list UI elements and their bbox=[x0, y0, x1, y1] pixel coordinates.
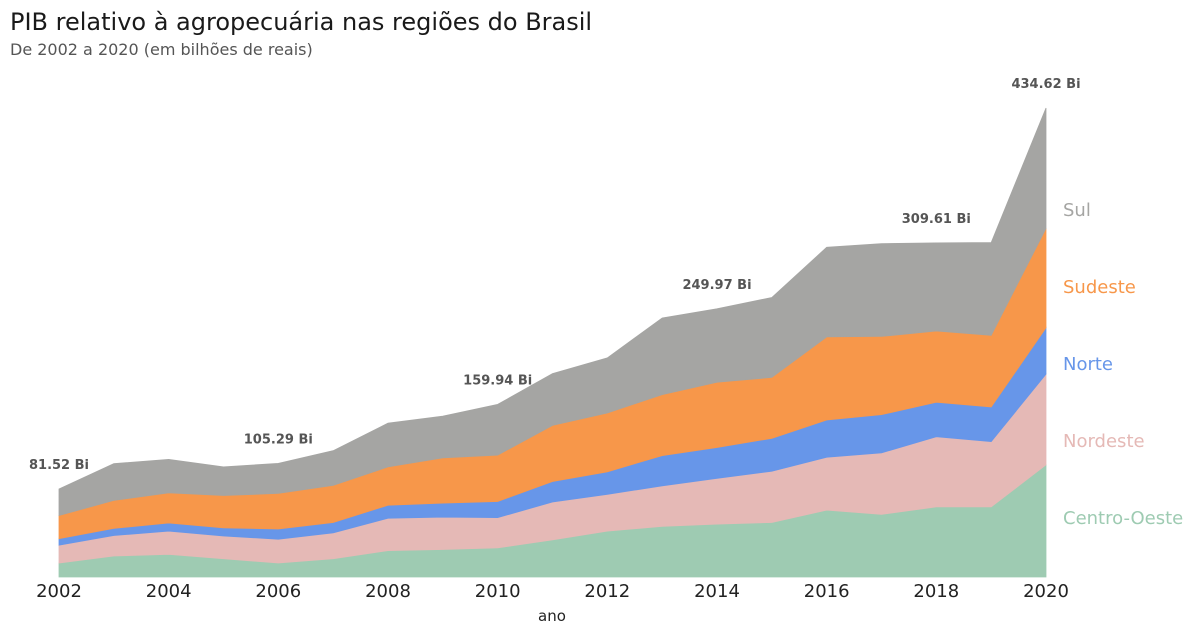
total-annotation: 81.52 Bi bbox=[29, 458, 89, 473]
series-label-sul: Sul bbox=[1063, 200, 1091, 221]
x-tick-label: 2010 bbox=[475, 581, 521, 602]
x-tick-label: 2020 bbox=[1023, 581, 1069, 602]
areas-group bbox=[58, 107, 1047, 578]
x-tick-label: 2016 bbox=[804, 581, 850, 602]
x-axis-label: ano bbox=[538, 607, 566, 625]
series-label-norte: Norte bbox=[1063, 354, 1113, 375]
total-annotation: 105.29 Bi bbox=[244, 432, 313, 447]
x-tick-label: 2014 bbox=[694, 581, 740, 602]
x-tick-label: 2012 bbox=[584, 581, 630, 602]
annotations-group: 81.52 Bi 105.29 Bi 159.94 Bi 249.97 Bi 309.6… bbox=[29, 77, 1081, 473]
area-sul bbox=[58, 107, 1047, 517]
series-label-nordeste: Nordeste bbox=[1063, 431, 1145, 452]
chart-subtitle: De 2002 a 2020 (em bilhões de reais) bbox=[10, 40, 313, 59]
x-tick-label: 2018 bbox=[913, 581, 959, 602]
chart-title: PIB relativo à agropecuária nas regiões … bbox=[10, 8, 592, 36]
total-annotation: 309.61 Bi bbox=[902, 212, 971, 227]
total-annotation: 249.97 Bi bbox=[682, 278, 751, 293]
total-annotation: 434.62 Bi bbox=[1011, 77, 1080, 92]
total-annotation: 159.94 Bi bbox=[463, 373, 532, 388]
series-label-centro-oeste: Centro-Oeste bbox=[1063, 508, 1183, 529]
x-tick-label: 2002 bbox=[36, 581, 82, 602]
series-labels-group: Centro-Oeste Nordeste Norte Sudeste Sul bbox=[1063, 200, 1183, 529]
x-axis-ticks: 2002 2004 2006 2008 2010 2012 2014 2016 2018 2020 bbox=[36, 581, 1069, 602]
x-tick-label: 2006 bbox=[255, 581, 301, 602]
x-tick-label: 2008 bbox=[365, 581, 411, 602]
series-label-sudeste: Sudeste bbox=[1063, 277, 1136, 298]
x-tick-label: 2004 bbox=[146, 581, 192, 602]
